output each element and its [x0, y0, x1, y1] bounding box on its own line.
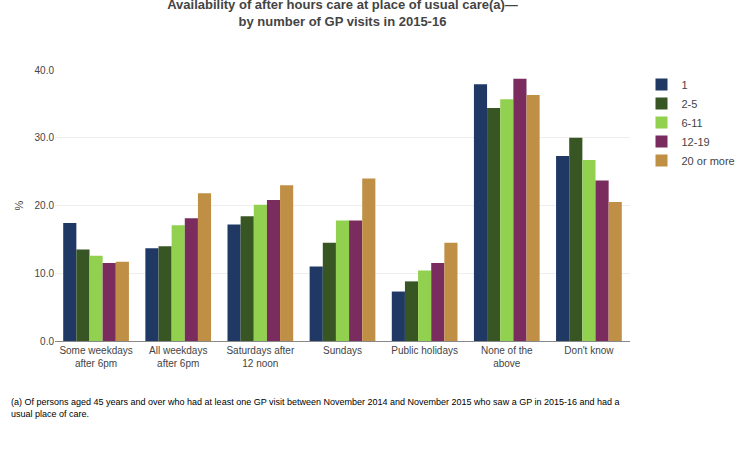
svg-text:None of theabove: None of theabove [481, 345, 533, 369]
svg-text:Some weekdaysafter 6pm: Some weekdaysafter 6pm [59, 345, 132, 369]
svg-text:20.0: 20.0 [35, 200, 55, 211]
svg-text:6-11: 6-11 [682, 117, 703, 129]
svg-text:20 or more: 20 or more [682, 155, 735, 167]
svg-text:2-5: 2-5 [682, 98, 698, 110]
svg-text:All weekdaysafter 6pm: All weekdaysafter 6pm [149, 345, 207, 369]
svg-text:%: % [13, 200, 25, 210]
svg-text:12-19: 12-19 [682, 136, 710, 148]
svg-text:Saturdays after12 noon: Saturdays after12 noon [226, 345, 294, 369]
svg-text:Don't know: Don't know [564, 345, 614, 356]
svg-text:30.0: 30.0 [35, 132, 55, 143]
svg-text:(a) Of persons aged 45 years a: (a) Of persons aged 45 years and over wh… [11, 397, 620, 419]
svg-text:10.0: 10.0 [35, 268, 55, 279]
svg-text:40.0: 40.0 [35, 65, 55, 76]
svg-text:1: 1 [682, 79, 688, 91]
svg-text:Sundays: Sundays [323, 345, 362, 356]
svg-text:Public holidays: Public holidays [391, 345, 458, 356]
svg-text:0.0: 0.0 [40, 336, 54, 347]
svg-text:Availability of after hours ca: Availability of after hours care at plac… [167, 0, 518, 29]
